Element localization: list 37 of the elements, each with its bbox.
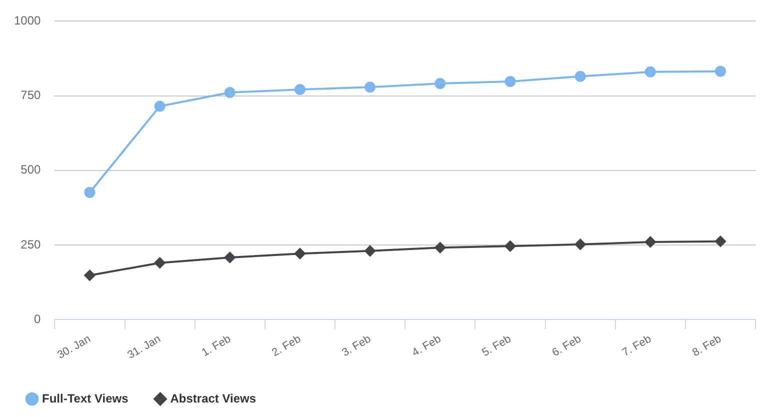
point	[154, 257, 166, 268]
point	[504, 76, 516, 87]
y-tick-label: 250	[20, 237, 42, 252]
x-tick-label: 31. Jan	[126, 333, 163, 362]
point	[84, 270, 96, 281]
x-tick-label: 5. Feb	[480, 333, 514, 360]
point	[364, 82, 376, 93]
y-tick-label: 0	[34, 312, 42, 326]
point	[714, 236, 726, 247]
point	[84, 186, 96, 198]
legend-label: Full-Text Views	[42, 391, 129, 406]
x-tick-label: 4. Feb	[410, 333, 444, 360]
x-tick-label: 6. Feb	[550, 333, 584, 360]
point	[154, 100, 166, 112]
point	[714, 66, 726, 77]
point	[224, 87, 236, 98]
point	[574, 70, 586, 82]
point	[364, 245, 376, 256]
point	[644, 236, 656, 248]
point	[434, 242, 446, 254]
x-tick-label: 3. Feb	[340, 333, 374, 360]
x-tick-label: 30. Jan	[55, 333, 93, 362]
x-tick-label: 7. Feb	[620, 333, 654, 360]
point	[434, 78, 446, 90]
point	[644, 66, 656, 78]
point	[294, 84, 306, 96]
point	[224, 252, 236, 263]
legend-label: Abstract Views	[170, 391, 256, 406]
point	[574, 238, 586, 250]
x-tick-label: 8. Feb	[690, 333, 724, 360]
point	[504, 240, 516, 252]
y-tick-label: 1000	[14, 14, 42, 28]
x-tick-label: 1. Feb	[200, 333, 233, 360]
y-tick-label: 500	[20, 162, 42, 177]
y-tick-label: 750	[20, 88, 42, 102]
x-tick-label: 2. Feb	[270, 333, 303, 360]
point	[294, 248, 306, 260]
